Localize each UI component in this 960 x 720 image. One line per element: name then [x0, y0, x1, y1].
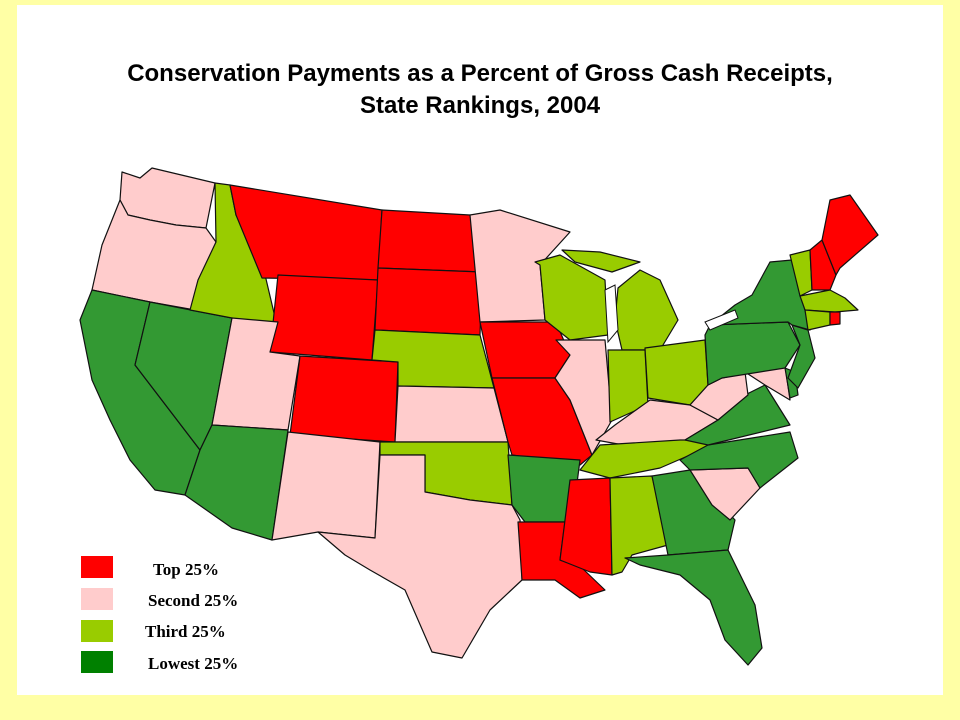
state-mi — [614, 269, 679, 351]
state-il — [554, 339, 613, 456]
title-line-1: Conservation Payments as a Percent of Gr… — [127, 60, 833, 87]
state-wy — [269, 274, 379, 361]
state-ga — [651, 469, 736, 556]
state-ri — [829, 311, 841, 326]
state-az — [184, 424, 289, 541]
lake-michigan — [604, 284, 619, 344]
state-nh — [809, 239, 837, 291]
state-tx — [317, 454, 523, 659]
state-ct — [804, 309, 831, 331]
legend-label-third: Third 25% — [145, 622, 226, 641]
state-wi — [534, 254, 609, 341]
state-me — [821, 194, 879, 276]
state-nm — [271, 431, 381, 541]
legend-swatch-lowest — [81, 651, 113, 673]
state-ia — [479, 321, 571, 379]
state-nd — [377, 209, 483, 273]
legend-swatch-third — [81, 620, 113, 642]
legend-label-second: Second 25% — [148, 591, 239, 610]
title-line-2: State Rankings, 2004 — [359, 92, 601, 119]
legend-label-lowest: Lowest 25% — [148, 654, 239, 673]
state-mi-up — [561, 249, 641, 273]
state-co — [289, 355, 399, 443]
state-fl — [624, 549, 763, 666]
legend-swatch-second — [81, 588, 113, 610]
map-title: Conservation Payments as a Percent of Gr… — [0, 58, 960, 122]
state-nc — [679, 431, 799, 489]
state-ma — [799, 289, 859, 313]
legend-label-top: Top 25% — [153, 560, 219, 579]
legend-swatch-top — [81, 556, 113, 578]
lake-erie — [704, 309, 739, 331]
state-ks — [394, 385, 509, 443]
state-sd — [374, 267, 483, 336]
